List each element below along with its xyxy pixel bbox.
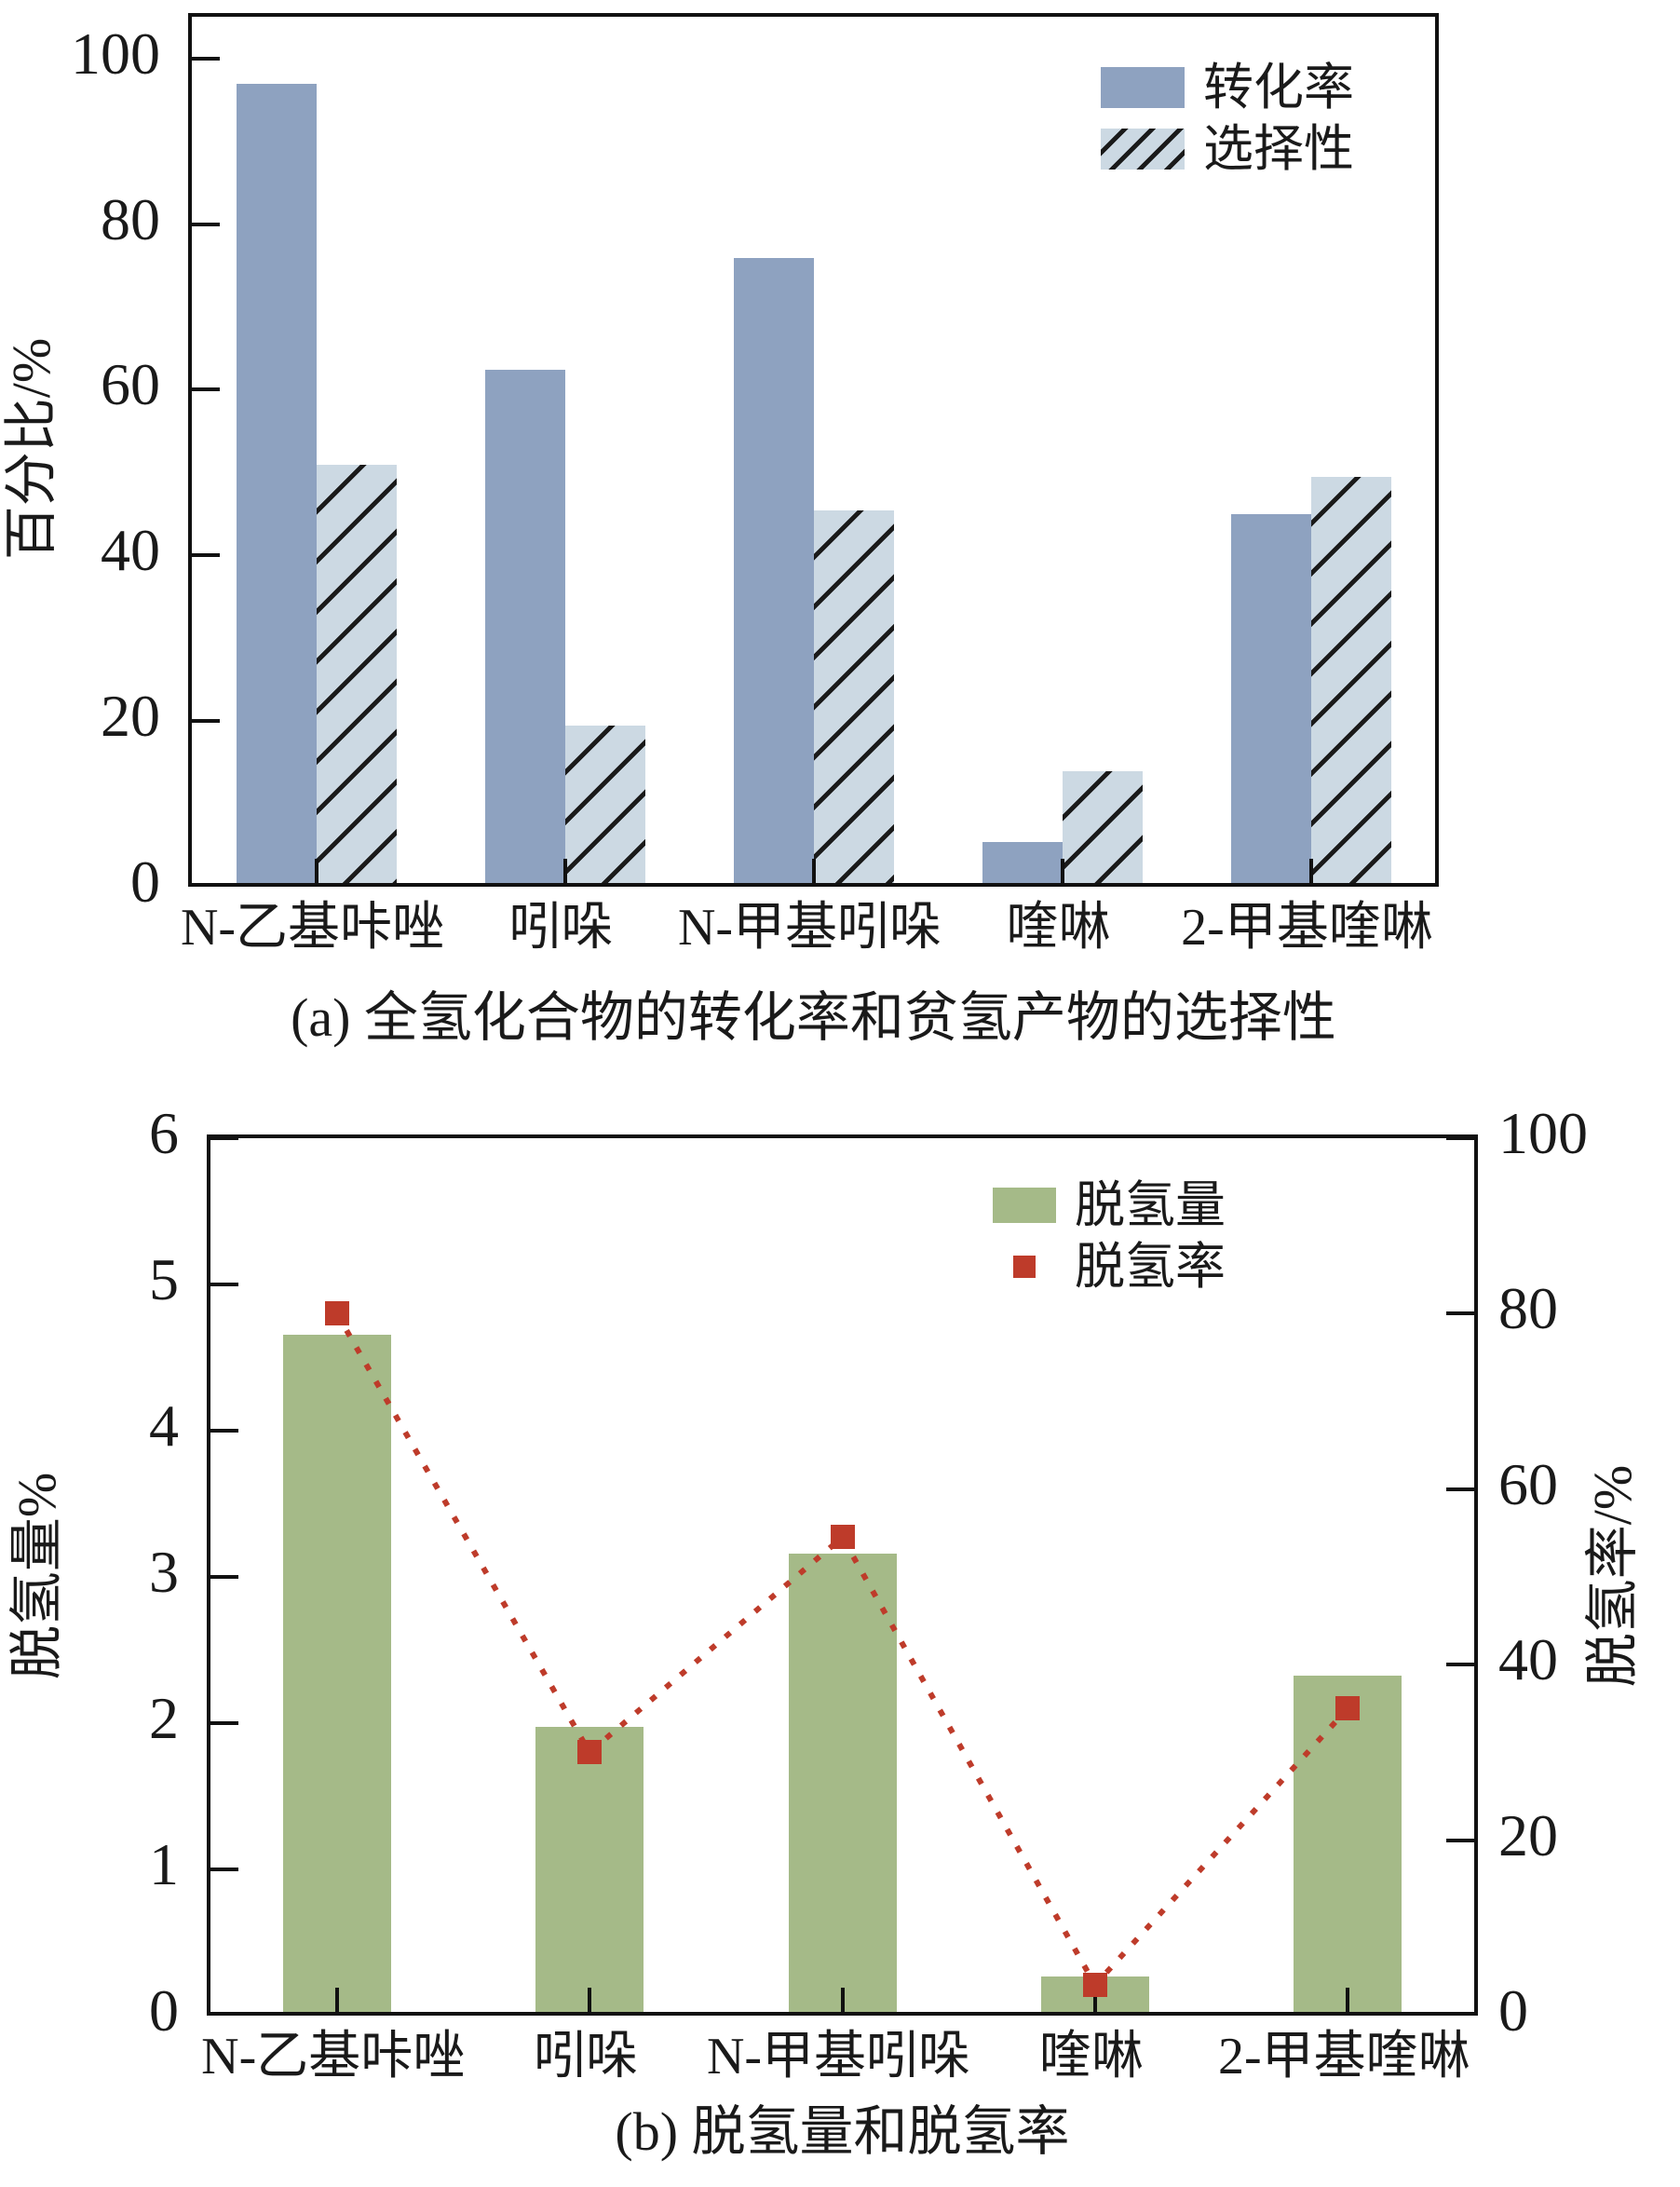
category-label-a-0: N-乙基咔唑 <box>180 899 445 957</box>
y-tick-label-a-20: 20 <box>101 683 160 750</box>
y-tick-label-a-0: 0 <box>130 849 160 915</box>
y-tick-b-left-3 <box>210 1574 238 1579</box>
bar-dehydrogenation-amount-4 <box>1294 1675 1402 2012</box>
y-tick-label-b-left-5: 5 <box>149 1245 179 1312</box>
y-tick-label-b-right-80: 80 <box>1498 1275 1558 1342</box>
x-tick-a-4 <box>1308 859 1313 883</box>
x-tick-b-4 <box>1346 1988 1350 2012</box>
y-tick-label-a-80: 80 <box>101 185 160 252</box>
panel-b-legend: 脱氢量 脱氢率 <box>993 1179 1226 1293</box>
y-tick-label-b-right-0: 0 <box>1498 1977 1528 2044</box>
marker-dehydrogenation-rate-3 <box>1082 1973 1107 1998</box>
y-tick-label-b-right-100: 100 <box>1498 1099 1588 1166</box>
panel-a-plot: 转化率 选择性 <box>188 13 1439 887</box>
legend-label-dehydrogenation-amount: 脱氢量 <box>1075 1177 1226 1233</box>
y-tick-b-left-5 <box>210 1282 238 1286</box>
y-tick-label-a-40: 40 <box>101 517 160 584</box>
legend-label-conversion: 转化率 <box>1203 60 1354 115</box>
panel-b-plot: 脱氢量 脱氢率 <box>207 1134 1478 2016</box>
bar-selectivity-1 <box>564 726 645 883</box>
legend-label-selectivity: 选择性 <box>1203 121 1354 177</box>
category-label-b-3: 喹啉 <box>1038 2028 1144 2085</box>
bar-selectivity-3 <box>1062 770 1143 883</box>
y-tick-b-right-80 <box>1446 1311 1474 1316</box>
y-tick-label-b-left-0: 0 <box>149 1977 179 2044</box>
legend-item-selectivity: 选择性 <box>1101 123 1354 175</box>
bar-conversion-4 <box>1230 514 1311 883</box>
bar-conversion-1 <box>484 369 565 883</box>
y-tick-b-left-6 <box>210 1135 238 1140</box>
y-tick-label-b-left-1: 1 <box>149 1830 179 1897</box>
bar-dehydrogenation-amount-2 <box>788 1554 897 2012</box>
y-tick-a-100 <box>192 56 220 61</box>
bar-conversion-0 <box>236 83 317 883</box>
y-tick-b-right-20 <box>1446 1838 1474 1842</box>
category-label-b-4: 2-甲基喹啉 <box>1217 2028 1470 2085</box>
y-tick-b-left-1 <box>210 1867 238 1871</box>
y-tick-b-left-2 <box>210 1720 238 1725</box>
legend-label-dehydrogenation-rate: 脱氢率 <box>1075 1239 1226 1295</box>
bar-selectivity-0 <box>316 464 397 883</box>
bar-dehydrogenation-amount-1 <box>535 1726 644 2012</box>
x-tick-b-1 <box>588 1988 592 2012</box>
category-label-a-2: N-甲基吲哚 <box>677 899 942 957</box>
dehydrogenation-rate-marker-icon <box>1013 1256 1036 1278</box>
selectivity-swatch-icon <box>1101 129 1185 170</box>
y-tick-a-60 <box>192 387 220 392</box>
category-label-b-2: N-甲基吲哚 <box>706 2028 971 2085</box>
panel-b-caption: (b) 脱氢量和脱氢率 <box>615 2101 1070 2162</box>
y-tick-a-80 <box>192 222 220 226</box>
bar-selectivity-4 <box>1310 477 1391 883</box>
x-tick-a-2 <box>811 859 816 883</box>
y-tick-a-40 <box>192 553 220 558</box>
x-tick-b-0 <box>334 1988 339 2012</box>
y-tick-label-a-100: 100 <box>71 20 160 87</box>
legend-item-dehydrogenation-amount: 脱氢量 <box>993 1179 1226 1231</box>
x-tick-a-0 <box>314 859 318 883</box>
y-tick-label-b-left-3: 3 <box>149 1538 179 1605</box>
y-tick-b-left-4 <box>210 1428 238 1433</box>
category-label-b-1: 吲哚 <box>534 2028 639 2085</box>
y-tick-label-b-right-60: 60 <box>1498 1450 1558 1517</box>
y-tick-label-b-left-2: 2 <box>149 1684 179 1751</box>
marker-dehydrogenation-rate-0 <box>324 1301 349 1326</box>
legend-item-conversion: 转化率 <box>1101 61 1354 114</box>
y-tick-b-right-40 <box>1446 1663 1474 1667</box>
y-tick-a-20 <box>192 719 220 724</box>
marker-dehydrogenation-rate-2 <box>830 1525 855 1550</box>
x-tick-a-3 <box>1060 859 1064 883</box>
conversion-swatch-icon <box>1101 67 1185 108</box>
y-tick-label-b-right-40: 40 <box>1498 1626 1558 1693</box>
category-label-a-3: 喹啉 <box>1006 899 1111 957</box>
y-tick-label-b-right-20: 20 <box>1498 1801 1558 1868</box>
y-tick-b-right-100 <box>1446 1135 1474 1140</box>
y-tick-label-a-60: 60 <box>101 351 160 418</box>
legend-item-dehydrogenation-rate: 脱氢率 <box>993 1241 1226 1293</box>
category-label-a-4: 2-甲基喹啉 <box>1181 899 1433 957</box>
panel-a-legend: 转化率 选择性 <box>1101 61 1354 175</box>
x-tick-b-2 <box>840 1988 845 2012</box>
bar-dehydrogenation-amount-0 <box>282 1334 391 2012</box>
y-tick-label-b-left-4: 4 <box>149 1392 179 1459</box>
category-label-a-1: 吲哚 <box>508 899 614 957</box>
dehydrogenation-amount-swatch-icon <box>993 1188 1056 1223</box>
x-tick-a-1 <box>562 859 567 883</box>
category-label-b-0: N-乙基咔唑 <box>201 2028 466 2085</box>
marker-dehydrogenation-rate-1 <box>577 1740 603 1765</box>
bar-conversion-3 <box>982 841 1063 883</box>
bar-selectivity-2 <box>813 509 894 883</box>
y-tick-label-b-left-6: 6 <box>149 1099 179 1166</box>
marker-dehydrogenation-rate-4 <box>1335 1696 1361 1721</box>
x-tick-b-3 <box>1092 1988 1097 2012</box>
panel-a-caption: (a) 全氢化合物的转化率和贫氢产物的选择性 <box>291 987 1336 1048</box>
y-tick-b-right-60 <box>1446 1487 1474 1491</box>
bar-conversion-2 <box>733 257 814 883</box>
